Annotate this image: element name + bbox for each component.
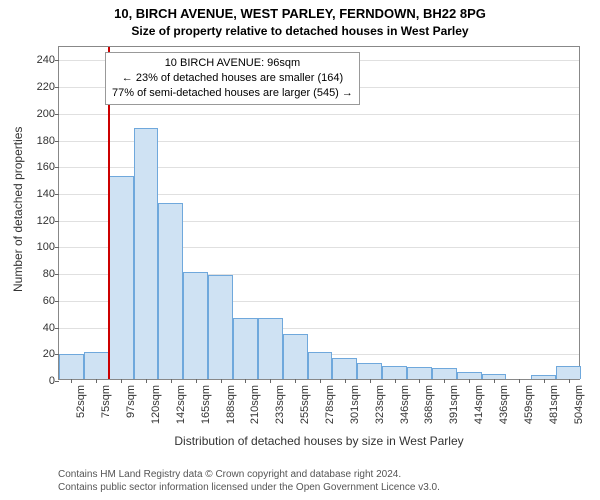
xtick-label: 233sqm <box>274 385 286 424</box>
xtick-label: 120sqm <box>150 385 162 424</box>
xtick-label: 368sqm <box>423 385 435 424</box>
xtick-label: 436sqm <box>498 385 510 424</box>
bar <box>208 275 233 379</box>
bar <box>357 363 382 379</box>
ytick-label: 160 <box>37 161 55 173</box>
ytick-label: 140 <box>37 188 55 200</box>
xtick-label: 52sqm <box>75 385 87 418</box>
bar <box>407 367 432 379</box>
bar <box>134 128 159 379</box>
bar <box>283 334 308 379</box>
xtick-mark <box>71 379 72 383</box>
ytick-mark <box>55 247 59 248</box>
xtick-mark <box>121 379 122 383</box>
xtick-mark <box>320 379 321 383</box>
ytick-mark <box>55 221 59 222</box>
xtick-label: 346sqm <box>399 385 411 424</box>
xtick-mark <box>395 379 396 383</box>
xtick-mark <box>345 379 346 383</box>
ytick-label: 60 <box>43 295 55 307</box>
xtick-mark <box>196 379 197 383</box>
chart-title-1: 10, BIRCH AVENUE, WEST PARLEY, FERNDOWN,… <box>0 6 600 21</box>
xtick-mark <box>245 379 246 383</box>
bar <box>158 203 183 379</box>
ytick-label: 180 <box>37 135 55 147</box>
footer-line-2: Contains public sector information licen… <box>58 481 440 494</box>
bar <box>84 352 109 379</box>
xtick-label: 459sqm <box>523 385 535 424</box>
xtick-label: 504sqm <box>573 385 585 424</box>
xtick-label: 255sqm <box>299 385 311 424</box>
ytick-label: 80 <box>43 268 55 280</box>
ytick-mark <box>55 141 59 142</box>
xtick-label: 210sqm <box>249 385 261 424</box>
bar <box>432 368 457 379</box>
bar <box>109 176 134 379</box>
xtick-label: 323sqm <box>374 385 386 424</box>
bar <box>332 358 357 379</box>
xtick-mark <box>469 379 470 383</box>
bar <box>59 354 84 379</box>
info-box: 10 BIRCH AVENUE: 96sqm← 23% of detached … <box>105 52 360 105</box>
bar <box>308 352 333 379</box>
info-box-line: 77% of semi-detached houses are larger (… <box>112 86 353 101</box>
footer-attribution: Contains HM Land Registry data © Crown c… <box>58 468 440 494</box>
chart-title-2: Size of property relative to detached ho… <box>0 24 600 38</box>
xtick-mark <box>295 379 296 383</box>
xtick-label: 278sqm <box>324 385 336 424</box>
xtick-label: 391sqm <box>448 385 460 424</box>
chart-container: 10, BIRCH AVENUE, WEST PARLEY, FERNDOWN,… <box>0 0 600 500</box>
xtick-mark <box>519 379 520 383</box>
x-axis-label: Distribution of detached houses by size … <box>58 434 580 448</box>
xtick-mark <box>444 379 445 383</box>
ytick-label: 240 <box>37 54 55 66</box>
ytick-label: 40 <box>43 322 55 334</box>
bar <box>183 272 208 379</box>
xtick-label: 142sqm <box>175 385 187 424</box>
ytick-mark <box>55 114 59 115</box>
xtick-label: 301sqm <box>349 385 361 424</box>
xtick-label: 414sqm <box>473 385 485 424</box>
xtick-mark <box>419 379 420 383</box>
ytick-mark <box>55 381 59 382</box>
bar <box>233 318 258 379</box>
bar <box>457 372 482 379</box>
xtick-mark <box>96 379 97 383</box>
bar <box>382 366 407 379</box>
info-box-line: ← 23% of detached houses are smaller (16… <box>112 71 353 86</box>
ytick-label: 220 <box>37 81 55 93</box>
xtick-mark <box>370 379 371 383</box>
ytick-mark <box>55 328 59 329</box>
bar <box>556 366 581 379</box>
xtick-label: 481sqm <box>548 385 560 424</box>
ytick-mark <box>55 194 59 195</box>
ytick-label: 0 <box>49 375 55 387</box>
xtick-label: 165sqm <box>200 385 212 424</box>
xtick-label: 188sqm <box>225 385 237 424</box>
xtick-mark <box>270 379 271 383</box>
ytick-mark <box>55 167 59 168</box>
ytick-mark <box>55 87 59 88</box>
y-axis-label: Number of detached properties <box>11 132 25 292</box>
ytick-label: 20 <box>43 348 55 360</box>
gridline <box>59 114 579 115</box>
xtick-mark <box>221 379 222 383</box>
xtick-mark <box>171 379 172 383</box>
info-box-line: 10 BIRCH AVENUE: 96sqm <box>112 56 353 71</box>
xtick-mark <box>544 379 545 383</box>
ytick-label: 100 <box>37 241 55 253</box>
footer-line-1: Contains HM Land Registry data © Crown c… <box>58 468 440 481</box>
ytick-label: 120 <box>37 215 55 227</box>
xtick-mark <box>494 379 495 383</box>
xtick-label: 75sqm <box>100 385 112 418</box>
xtick-mark <box>569 379 570 383</box>
ytick-mark <box>55 60 59 61</box>
xtick-label: 97sqm <box>125 385 137 418</box>
ytick-mark <box>55 301 59 302</box>
ytick-label: 200 <box>37 108 55 120</box>
bar <box>258 318 283 379</box>
xtick-mark <box>146 379 147 383</box>
ytick-mark <box>55 274 59 275</box>
